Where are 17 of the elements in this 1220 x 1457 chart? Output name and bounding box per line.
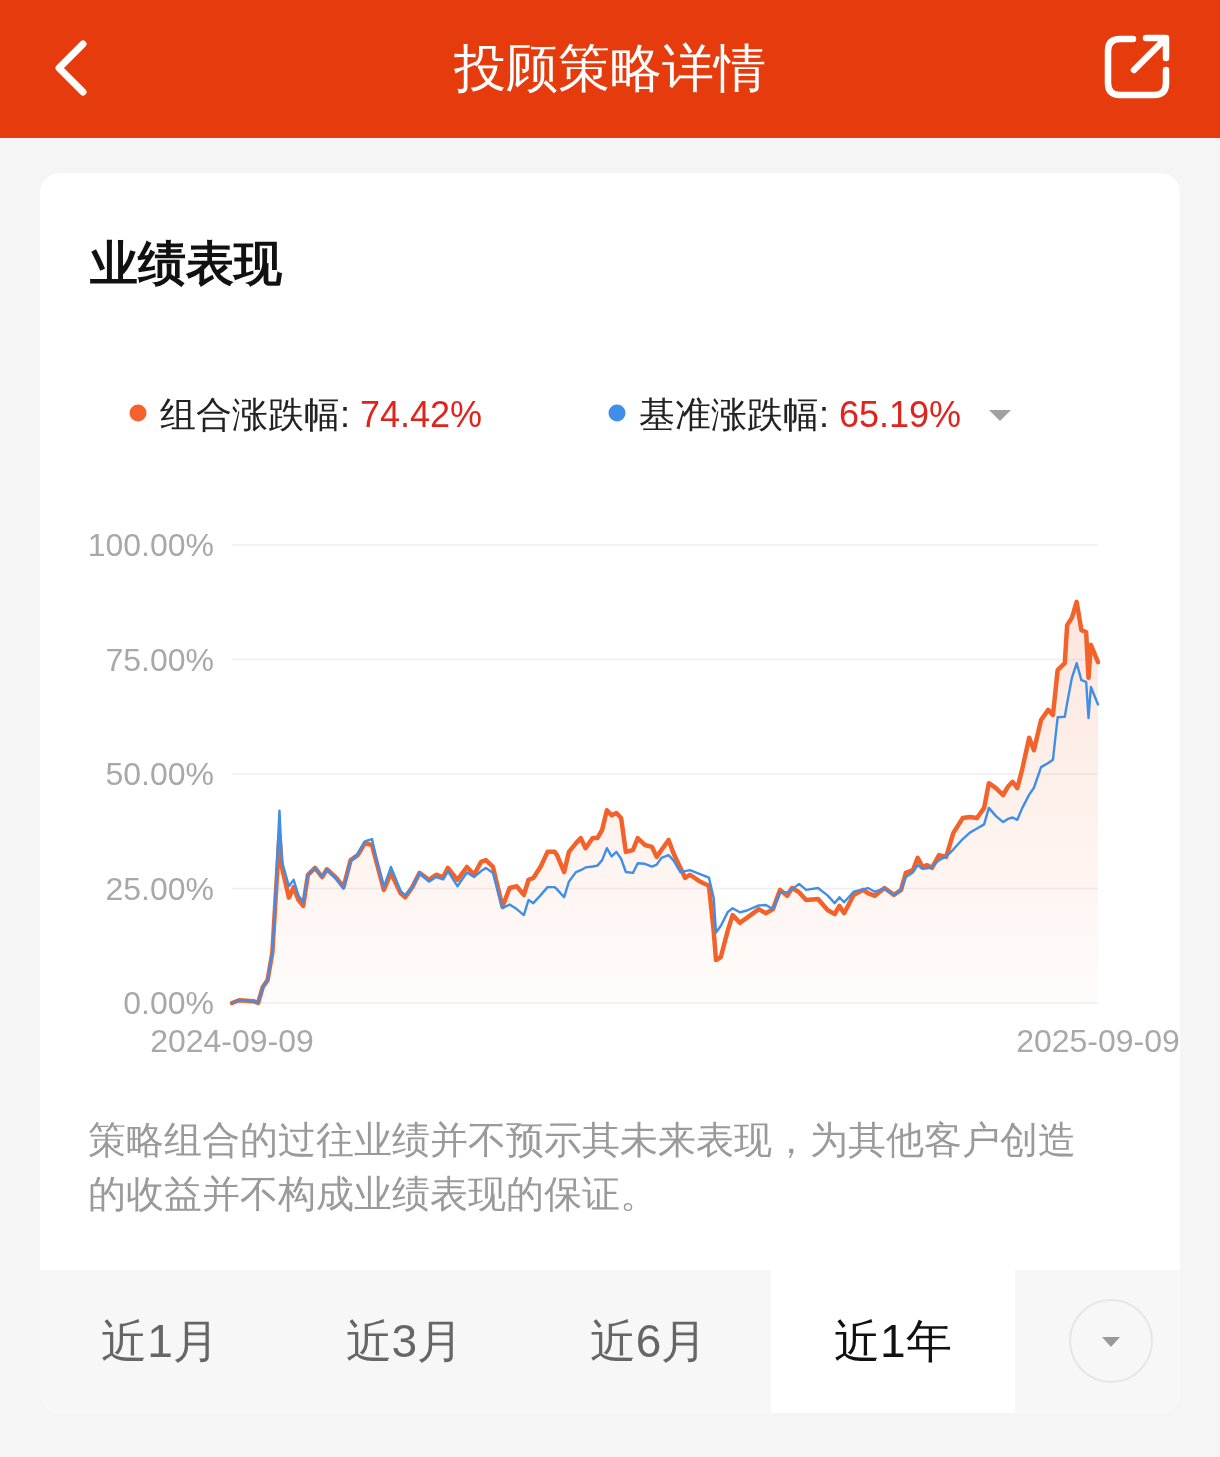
y-tick-label: 25.00% <box>105 870 214 907</box>
text: 投顾策略详情 <box>453 39 766 97</box>
text: 近6月 <box>589 1315 708 1367</box>
x-tick-label: 2025-09-09 <box>1016 1023 1180 1059</box>
text: 近1年 <box>834 1315 952 1367</box>
x-tick-label: 2024-09-09 <box>150 1023 314 1059</box>
legend-label: 组合涨跌幅: 74.42% <box>160 394 483 435</box>
y-tick-label: 0.00% <box>123 985 214 1022</box>
line-series <box>230 661 1100 1005</box>
y-tick-label: 75.00% <box>105 641 214 678</box>
text: 近3月 <box>345 1315 464 1367</box>
y-tick-label: 100.00% <box>87 527 214 564</box>
text: 策略组合的过往业绩并不预示其未来表现，为其他客户创造的收益并不构成业绩表现的保证。 <box>88 1119 1076 1215</box>
y-tick-label: 50.00% <box>105 756 214 793</box>
legend-label: 基准涨跌幅: 65.19% <box>639 394 962 435</box>
text: 近1月 <box>101 1315 219 1367</box>
chart-title: 业绩表现 <box>89 237 283 290</box>
